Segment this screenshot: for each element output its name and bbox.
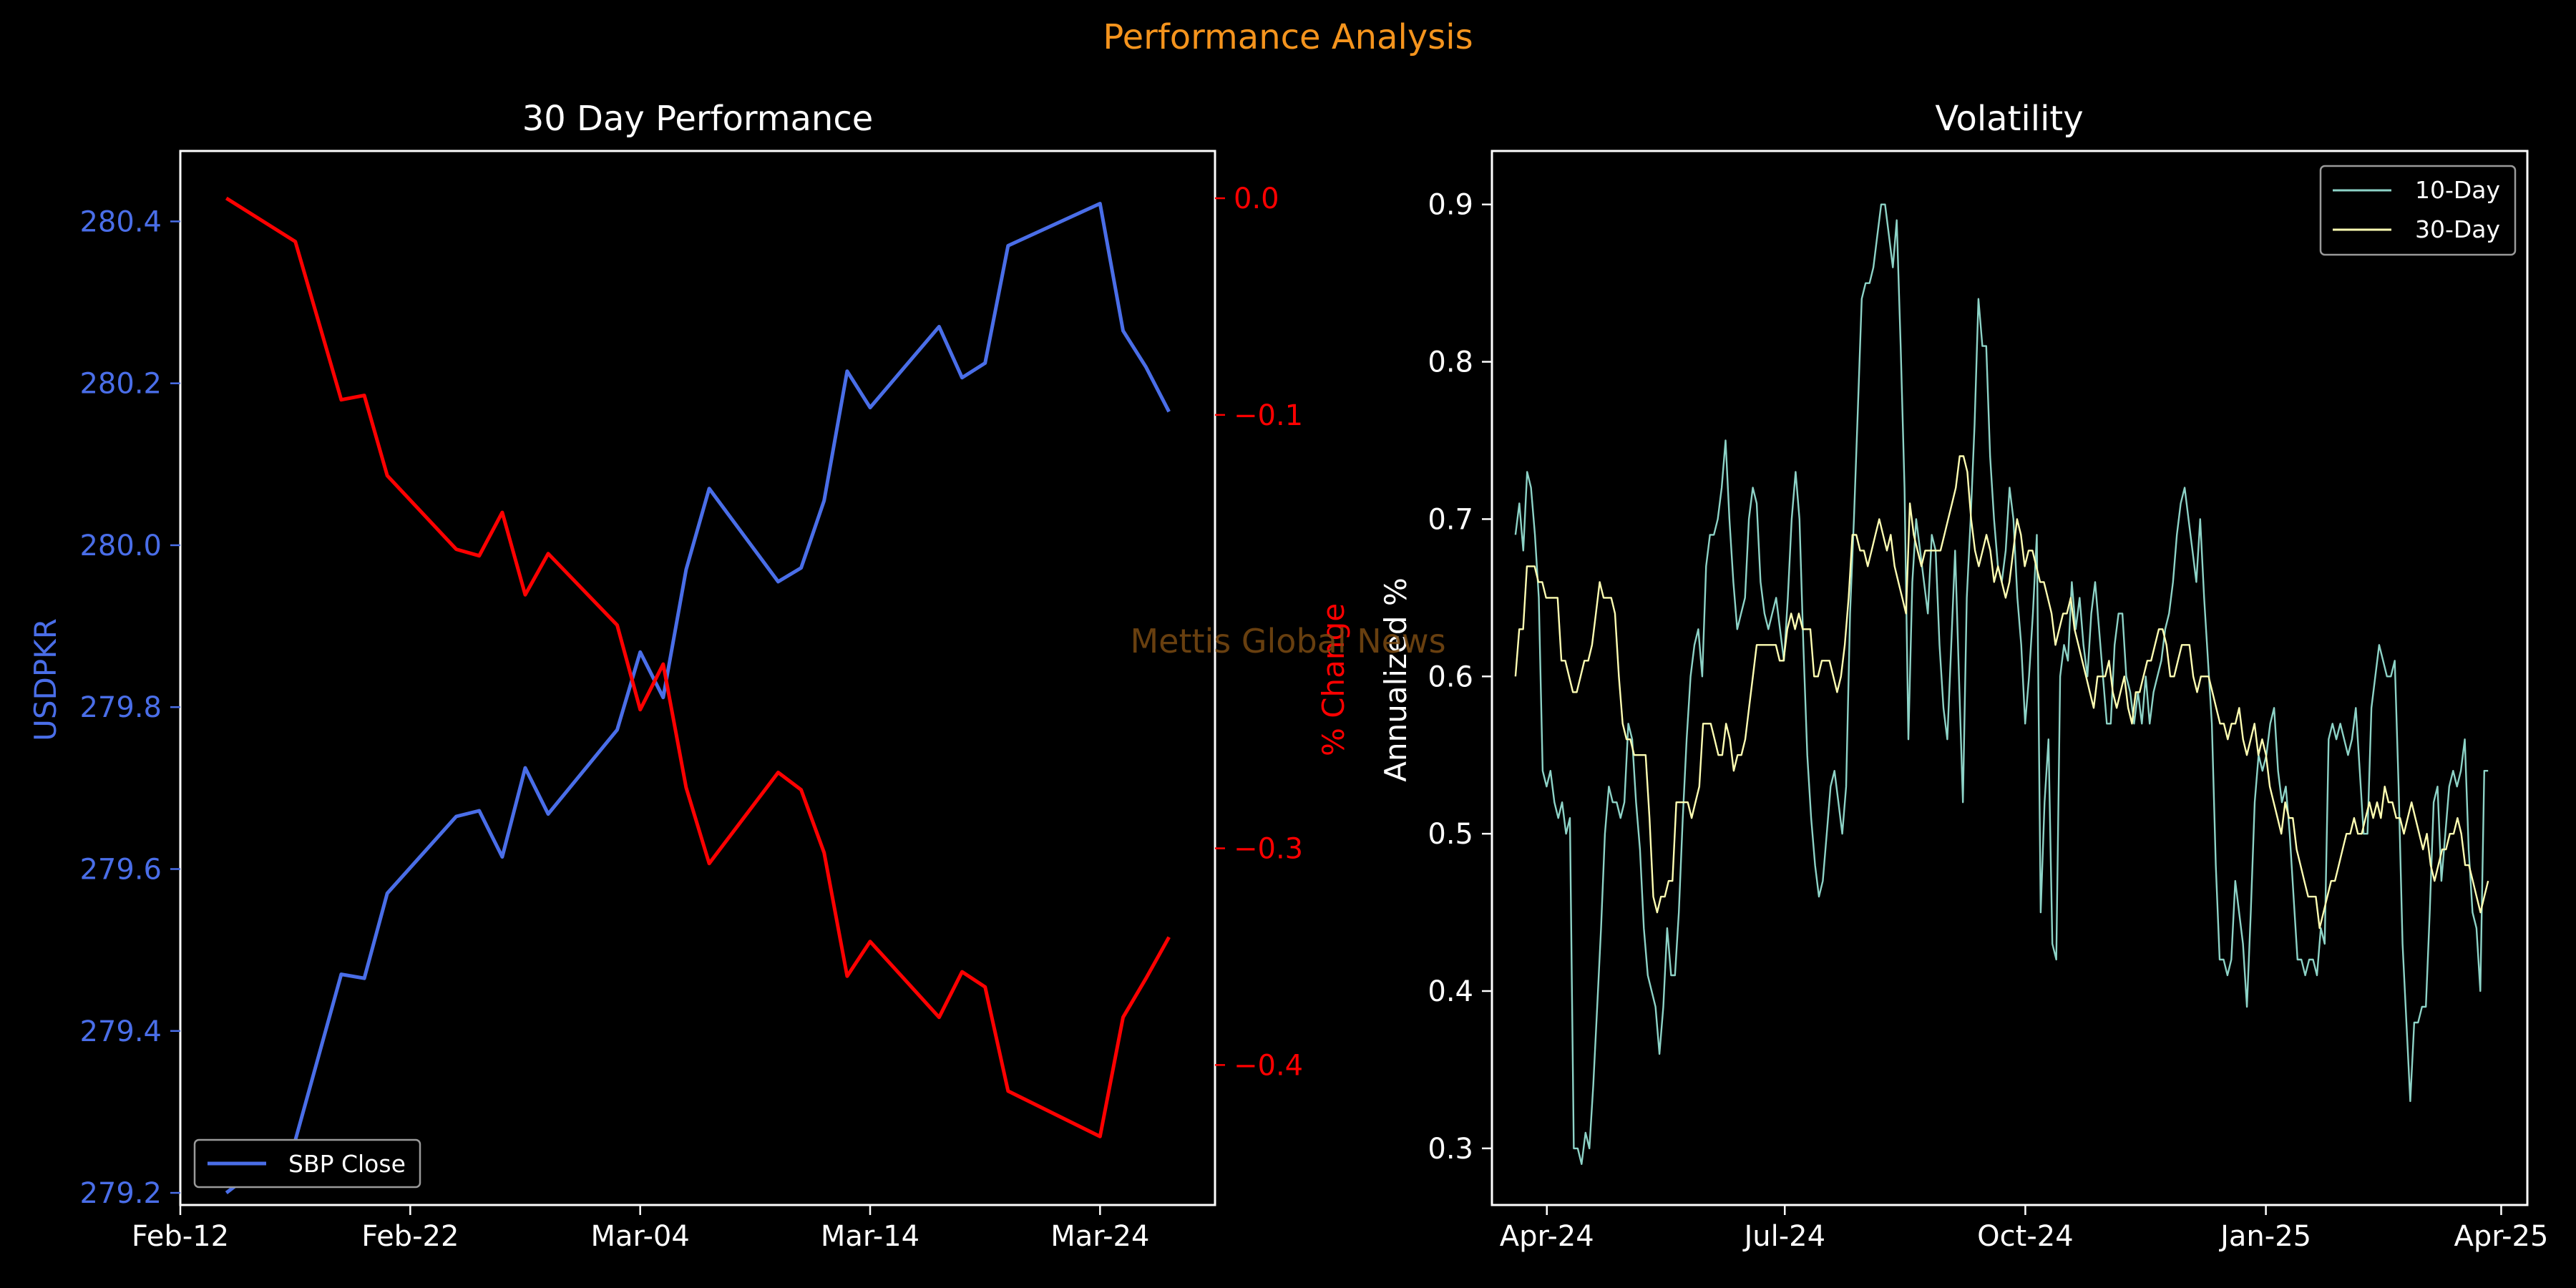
left-y-tick-label-279-8: 279.8 — [79, 691, 162, 724]
right-series-30-day-line — [1514, 455, 2489, 930]
right-y-tick-label-0-8: 0.8 — [1428, 346, 1473, 379]
left-x-tick-label-feb-22: Feb-22 — [361, 1220, 459, 1253]
right-chart-title: Volatility — [1935, 99, 2083, 139]
left-y2-tick-label-0-3: −0.3 — [1234, 833, 1303, 866]
right-legend: 10-Day 30-Day — [2319, 165, 2517, 256]
right-y-axis-label: Annualized % — [1378, 577, 1413, 781]
left-y2-axis-label: % Change — [1316, 603, 1351, 756]
left-y2-tick-label-0: 0.0 — [1234, 182, 1279, 215]
left-x-tick-label-mar-24: Mar-24 — [1050, 1220, 1149, 1253]
left-x-tick-label-mar-04: Mar-04 — [591, 1220, 690, 1253]
left-chart-title: 30 Day Performance — [522, 99, 874, 139]
right-y-tick-label-0-5: 0.5 — [1428, 818, 1473, 851]
right-y-tick-label-0-3: 0.3 — [1428, 1133, 1473, 1166]
right-x-tick-label-apr-24: Apr-24 — [1500, 1220, 1594, 1253]
right-x-tick-label-jul-24: Jul-24 — [1742, 1220, 1825, 1253]
right-y-tick-label-0-7: 0.7 — [1428, 503, 1473, 536]
right-y-tick-label-0-6: 0.6 — [1428, 660, 1473, 693]
watermark: Mettis Global News — [1130, 622, 1445, 660]
left-y-axis-label: USDPKR — [28, 618, 63, 741]
left-legend: SBP Close — [193, 1138, 421, 1189]
left-y-tick-label-279-6: 279.6 — [79, 853, 162, 886]
right-plot-frame — [1491, 150, 2529, 1206]
left-panel: 30 Day Performance Feb-12 Feb-22 Mar-04 Mar… — [28, 99, 1351, 1253]
left-plot-frame — [179, 150, 1216, 1206]
left-series-change-line — [225, 196, 1171, 1138]
left-y-tick-label-279-2: 279.2 — [79, 1177, 162, 1210]
left-y-tick-label-280-4: 280.4 — [79, 205, 162, 238]
left-x-tick-label-feb-12: Feb-12 — [132, 1220, 229, 1253]
left-y2-tick-label-0-1: −0.1 — [1234, 399, 1303, 432]
left-y2-tick-label-0-4: −0.4 — [1234, 1049, 1303, 1082]
left-legend-box — [193, 1138, 421, 1189]
figure-title: Performance Analysis — [1103, 17, 1473, 57]
right-legend-label-10-day: 10-Day — [2415, 176, 2500, 204]
left-x-tick-label-mar-14: Mar-14 — [821, 1220, 919, 1253]
left-plot-area: Feb-12 Feb-22 Mar-04 Mar-14 Mar-24 279.2 279.4… — [79, 150, 1303, 1253]
left-series-sbp-close-line — [225, 202, 1171, 1194]
right-y-tick-label-0-4: 0.4 — [1428, 975, 1473, 1008]
right-x-tick-label-oct-24: Oct-24 — [1977, 1220, 2074, 1253]
left-legend-label-sbp-close: SBP Close — [288, 1150, 406, 1178]
right-y-tick-label-0-9: 0.9 — [1428, 189, 1473, 222]
left-y-tick-label-280-2: 280.2 — [79, 368, 162, 401]
right-legend-box — [2319, 165, 2517, 256]
left-y-tick-label-279-4: 279.4 — [79, 1015, 162, 1048]
right-x-tick-label-jan-25: Jan-25 — [2218, 1220, 2311, 1253]
right-x-tick-label-apr-25: Apr-25 — [2454, 1220, 2548, 1253]
right-plot-area: Apr-24 Jul-24 Oct-24 Jan-25 Apr-25 0.3 0.4 0.5 0… — [1428, 150, 2548, 1253]
right-panel: Volatility Apr-24 Jul-24 Oct-24 Jan-25 Apr-2… — [1378, 99, 2548, 1253]
right-legend-label-30-day: 30-Day — [2415, 215, 2500, 243]
left-y-tick-label-280-0: 280.0 — [79, 530, 162, 562]
